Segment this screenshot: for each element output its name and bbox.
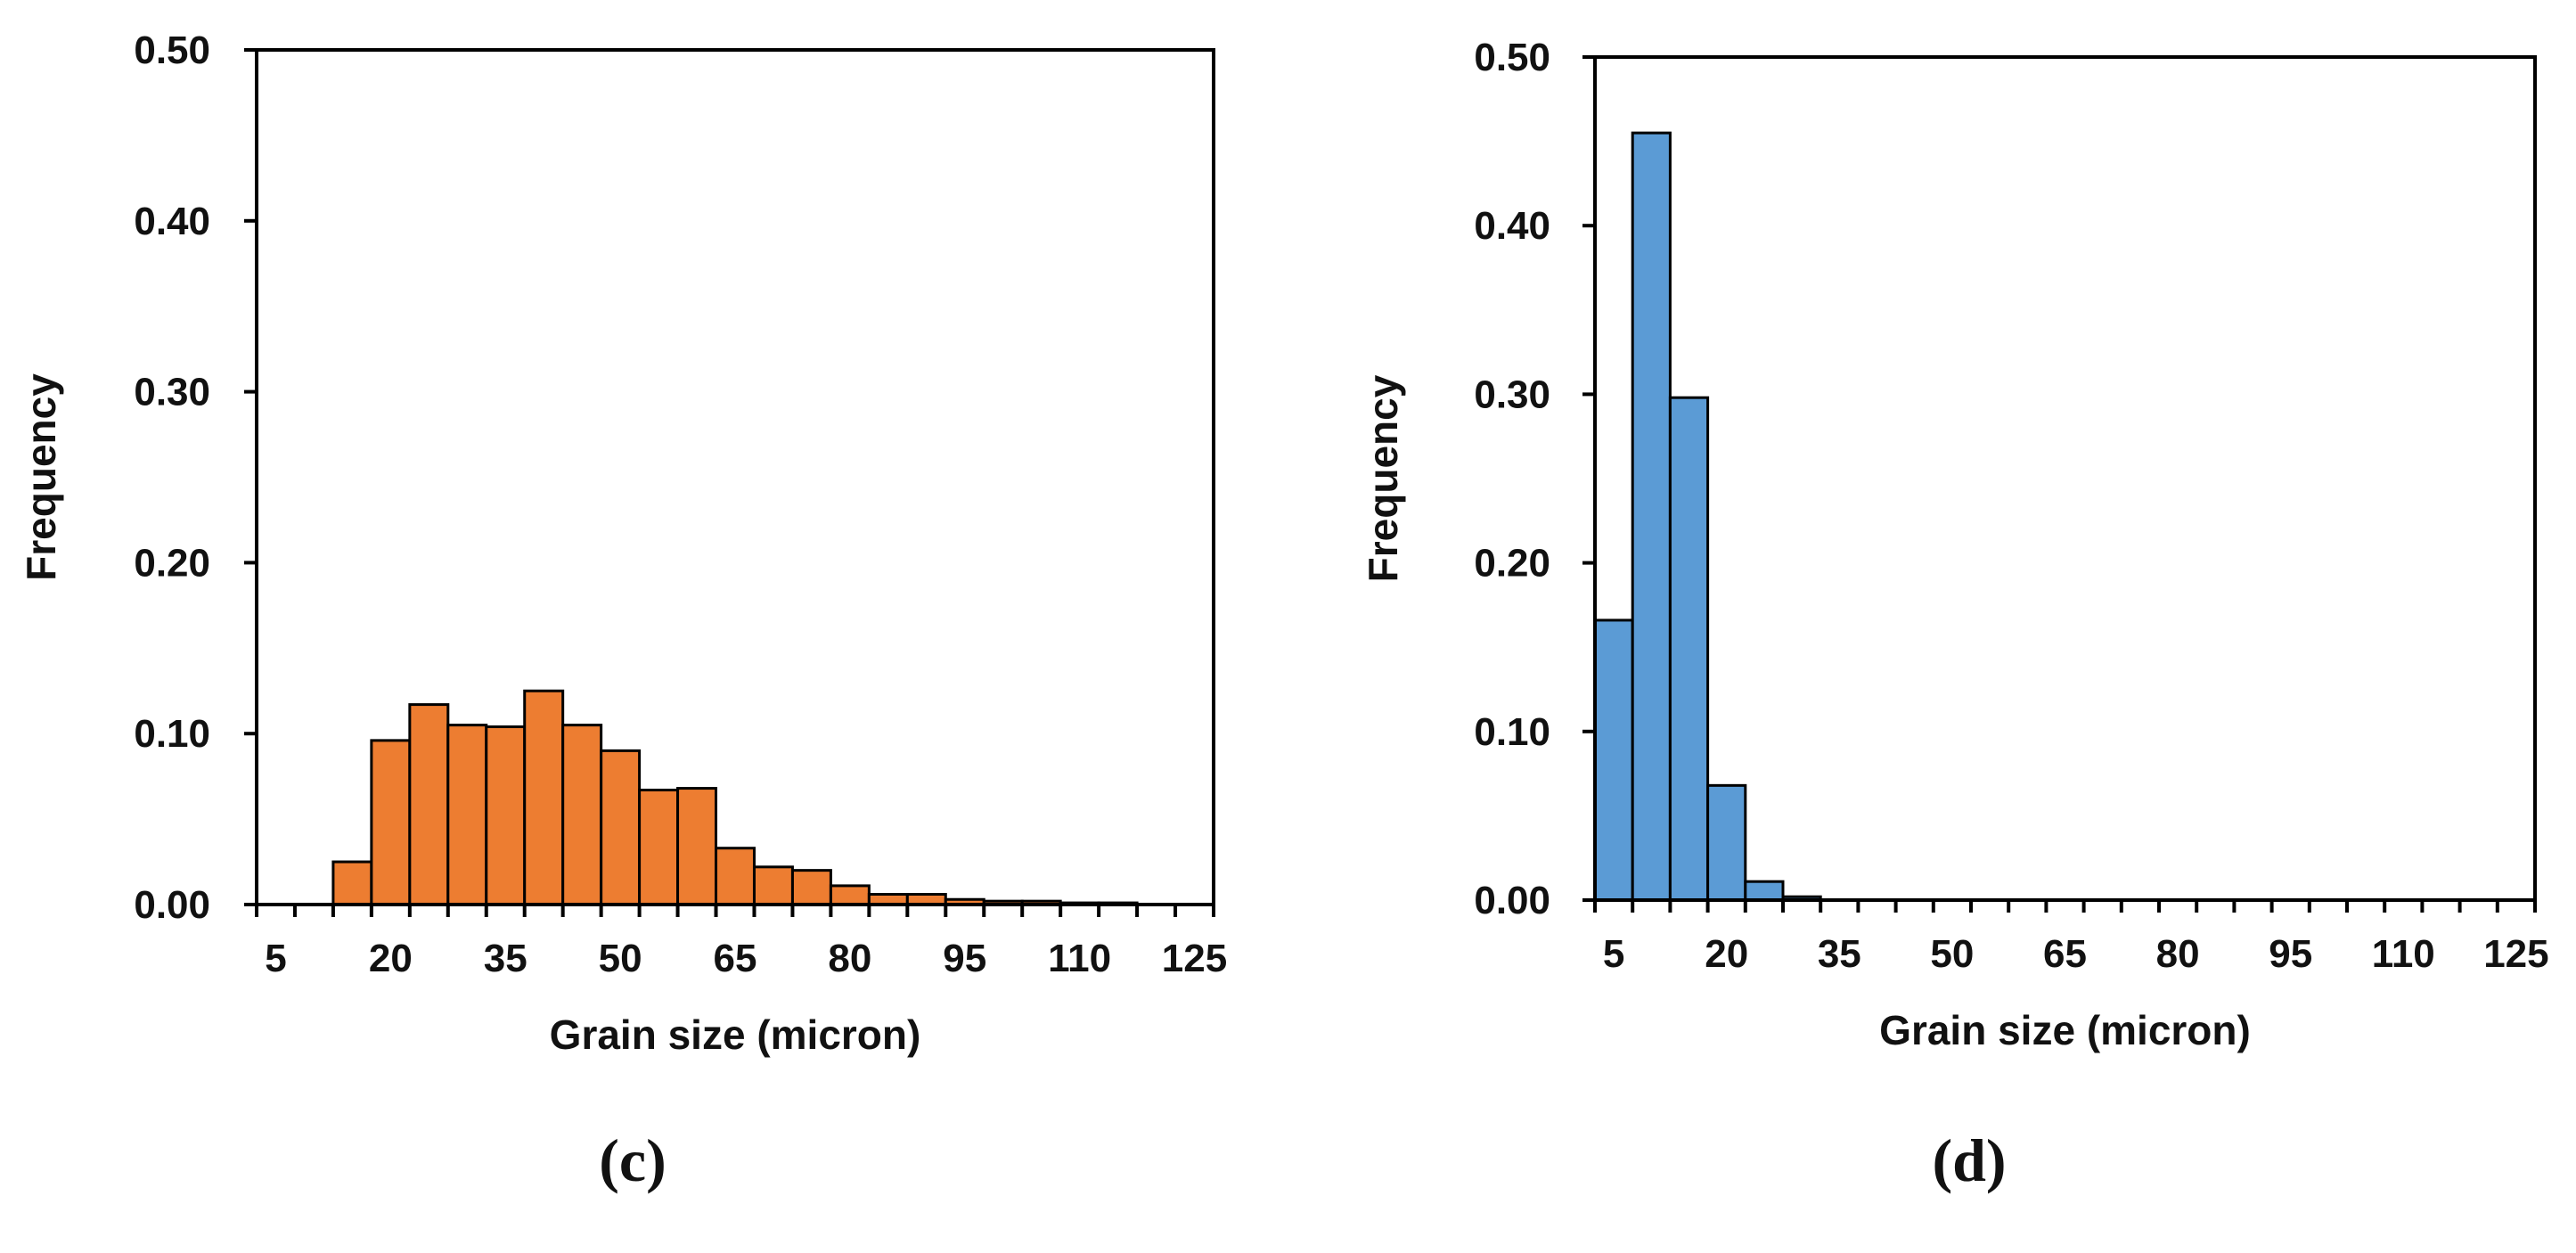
histogram-bar — [561, 724, 603, 906]
x-tick-label: 5 — [1603, 932, 1624, 976]
histogram-bar — [752, 865, 794, 906]
histogram-bar — [408, 703, 450, 906]
histogram-bar — [1593, 618, 1634, 902]
y-tick-label: 0.50 — [134, 29, 210, 72]
x-tick-label: 95 — [943, 937, 986, 980]
histogram-bar — [715, 847, 756, 906]
y-tick-label: 0.30 — [1474, 373, 1550, 416]
x-tick-label: 65 — [2043, 932, 2087, 976]
panel-label: (c) — [599, 1126, 666, 1194]
histogram-bar — [829, 884, 871, 906]
y-tick-label: 0.20 — [1474, 542, 1550, 586]
panel-label: (d) — [1932, 1126, 2006, 1194]
y-tick-label: 0.00 — [1474, 879, 1550, 922]
y-tick-label: 0.30 — [134, 371, 210, 414]
histogram-bar — [638, 788, 680, 906]
histogram-bar — [331, 860, 373, 906]
x-axis-title: Grain size (micron) — [1879, 1007, 2251, 1053]
x-tick-label: 95 — [2269, 932, 2312, 976]
histogram-bar — [1706, 783, 1747, 902]
histogram-bar — [485, 725, 527, 906]
x-tick-label: 80 — [828, 937, 871, 980]
histogram-bar — [600, 749, 642, 906]
plot-frame — [1593, 55, 2537, 902]
x-tick-label: 80 — [2156, 932, 2200, 976]
y-axis-title: Frequency — [1360, 374, 1406, 582]
y-tick-label: 0.00 — [134, 883, 210, 927]
y-tick-label: 0.10 — [134, 712, 210, 756]
histogram-bar — [523, 689, 565, 906]
y-tick-label: 0.40 — [134, 200, 210, 243]
histogram-bar — [446, 724, 488, 906]
y-axis-title: Frequency — [18, 373, 64, 581]
y-tick-label: 0.50 — [1474, 36, 1550, 79]
plot-frame — [255, 48, 1215, 906]
x-tick-label: 110 — [1048, 937, 1111, 980]
x-tick-label: 50 — [599, 937, 642, 980]
histogram-panel-c: 0.00 0.10 0.20 0.30 0.40 0.50 5 20 35 50 65 80 95 110… — [18, 29, 1227, 1194]
histogram-bar — [370, 739, 412, 906]
x-tick-label: 5 — [265, 937, 286, 980]
x-tick-label: 35 — [484, 937, 527, 980]
x-tick-label: 20 — [1705, 932, 1748, 976]
histogram-bar — [1631, 131, 1672, 902]
histogram-bar — [1744, 880, 1785, 902]
x-tick-label: 35 — [1818, 932, 1861, 976]
histogram-panel-d: 0.00 0.10 0.20 0.30 0.40 0.50 5 20 35 50 65 80 95 110… — [1360, 36, 2549, 1194]
histogram-bar — [1668, 396, 1710, 902]
x-axis-title: Grain size (micron) — [550, 1011, 921, 1058]
y-tick-label: 0.40 — [1474, 204, 1550, 248]
x-tick-label: 65 — [714, 937, 757, 980]
y-tick-label: 0.20 — [134, 541, 210, 585]
x-tick-label: 110 — [2372, 932, 2435, 976]
x-tick-label: 20 — [369, 937, 413, 980]
x-tick-label: 125 — [1162, 937, 1227, 980]
histogram-bar — [790, 869, 832, 906]
x-tick-label: 125 — [2483, 932, 2548, 976]
x-tick-label: 50 — [1930, 932, 1974, 976]
y-tick-label: 0.10 — [1474, 710, 1550, 754]
histogram-bar — [676, 787, 718, 906]
